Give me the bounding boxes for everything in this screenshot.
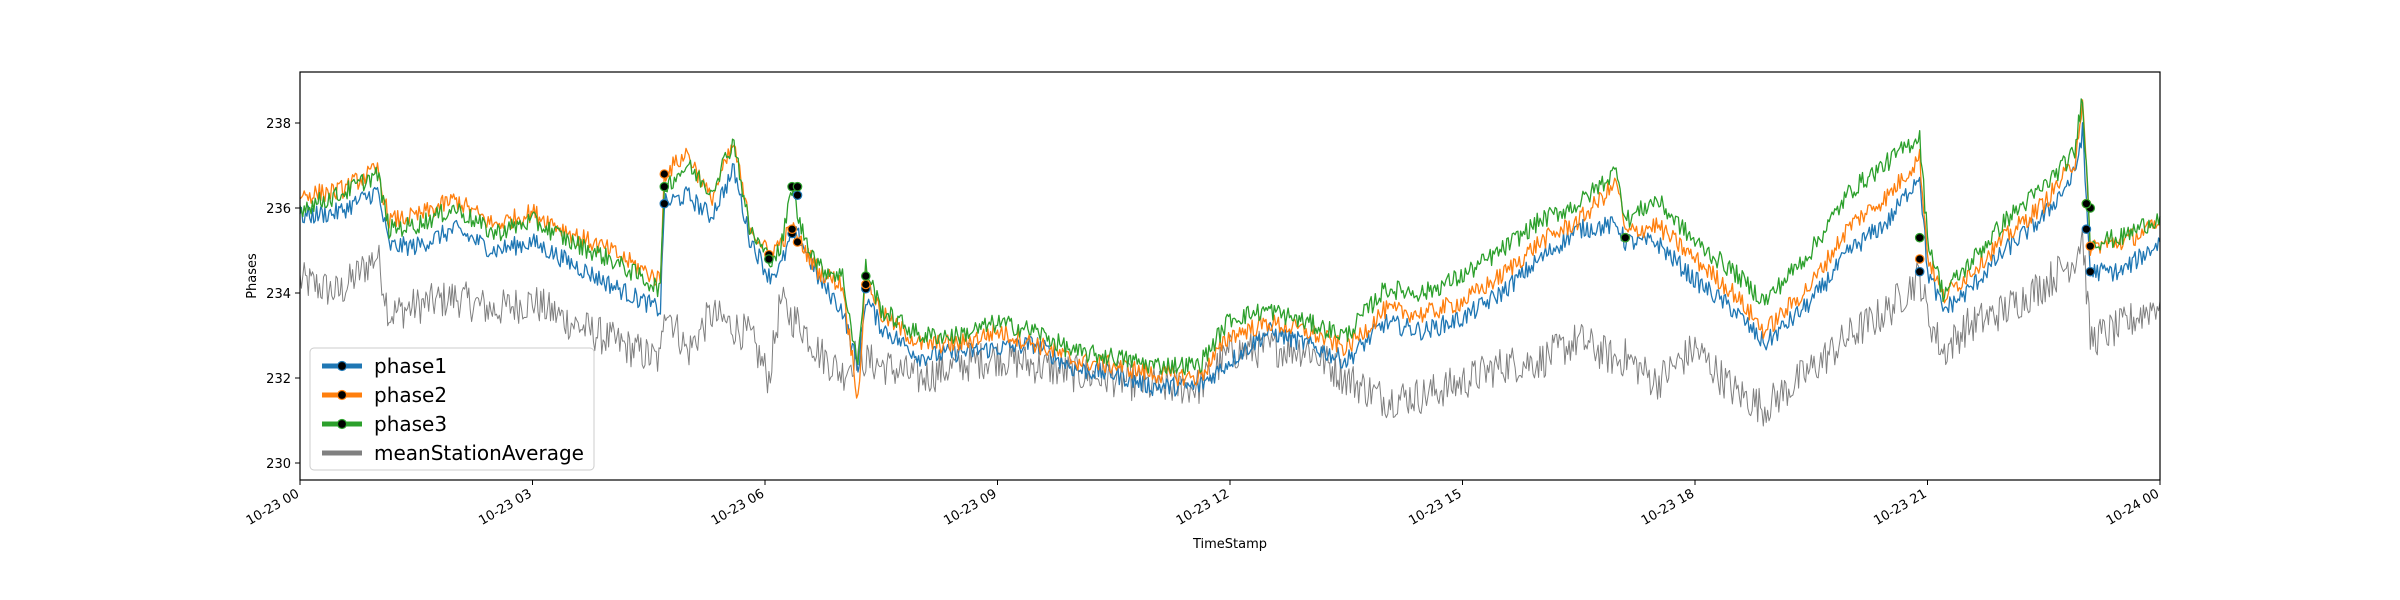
marker-point-phase3 — [1620, 232, 1631, 243]
legend-label-phase3: phase3 — [374, 412, 447, 436]
series-layer — [299, 98, 2161, 427]
y-tick-label: 232 — [266, 372, 291, 387]
marker-point-phase2 — [659, 169, 670, 179]
legend-marker-phase1 — [336, 360, 348, 372]
marker-point-phase3 — [1914, 232, 1925, 243]
legend-label-phase1: phase1 — [374, 354, 447, 378]
x-tick-label: 10-23 09 — [941, 486, 999, 528]
x-tick-label: 10-23 18 — [1639, 486, 1697, 528]
y-tick-label: 234 — [266, 287, 291, 302]
x-tick-label: 10-23 21 — [1871, 486, 1929, 528]
marker-point-phase1 — [792, 190, 803, 200]
legend-label-meanStationAverage: meanStationAverage — [374, 441, 584, 465]
y-tick-label: 238 — [266, 117, 291, 132]
legend: phase1 phase2 phase3 meanStationAverage — [309, 347, 595, 471]
x-axis: 10-23 00 10-23 03 10-23 06 10-23 09 10-23 12… — [244, 480, 2162, 529]
x-tick-label: 10-23 12 — [1174, 486, 1232, 528]
x-tick-label: 10-23 06 — [709, 486, 767, 528]
marker-point-phase3 — [659, 181, 670, 192]
plot-area — [299, 71, 2161, 481]
marker-point-phase2 — [2085, 241, 2096, 251]
series-line-phase1 — [299, 122, 2161, 397]
x-tick-label: 10-23 15 — [1406, 486, 1464, 528]
marker-point-phase2 — [792, 237, 803, 247]
x-axis-title: TimeStamp — [1192, 537, 1267, 552]
y-axis: 230 232 234 236 238 — [266, 117, 300, 472]
legend-marker-phase2 — [336, 389, 348, 401]
marker-point-phase3 — [2081, 198, 2092, 209]
marker-point-phase2 — [860, 279, 871, 290]
y-axis-title: Phases — [245, 253, 260, 299]
marker-point-phase2 — [1914, 254, 1925, 264]
marker-layer — [659, 169, 2096, 294]
marker-point-phase1 — [659, 198, 670, 209]
marker-point-phase1 — [2085, 266, 2096, 277]
series-line-phase3 — [299, 98, 2161, 376]
legend-box — [309, 347, 595, 471]
marker-point-phase2 — [787, 224, 797, 234]
marker-point-phase1 — [2081, 224, 2092, 234]
marker-point-phase3 — [792, 181, 803, 192]
x-tick-label: 10-24 00 — [2104, 486, 2162, 528]
marker-point-phase3 — [764, 254, 774, 264]
legend-marker-phase3 — [336, 418, 348, 430]
legend-label-phase2: phase2 — [374, 383, 447, 407]
x-tick-label: 10-23 03 — [476, 486, 534, 528]
marker-point-phase3 — [860, 271, 871, 281]
x-tick-label: 10-23 00 — [244, 486, 302, 528]
y-tick-label: 236 — [266, 202, 291, 217]
series-line-phase2 — [299, 99, 2161, 399]
marker-point-phase1 — [1914, 266, 1925, 277]
series-line-meanStationAverage — [299, 228, 2161, 427]
y-tick-label: 230 — [266, 457, 291, 472]
